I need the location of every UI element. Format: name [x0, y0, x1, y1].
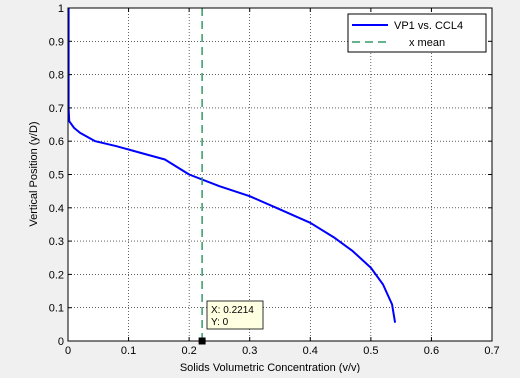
- y-tick-label: 0.8: [49, 70, 64, 82]
- y-tick-labels: 0 0.1 0.2 0.3 0.4 0.5 0.6 0.7 0.8 0.9 1: [49, 3, 64, 348]
- datatip-x-text: X: 0.2214: [211, 305, 254, 316]
- x-tick-label: 0.5: [363, 345, 378, 357]
- y-tick-label: 0.7: [49, 103, 64, 115]
- x-tick-label: 0.3: [242, 345, 257, 357]
- y-axis-label: Vertical Position (y/D): [28, 121, 40, 226]
- legend-label-vp1: VP1 vs. CCL4: [394, 20, 463, 32]
- y-tick-label: 0.9: [49, 36, 64, 48]
- x-tick-label: 0: [65, 345, 71, 357]
- x-tick-label: 0.4: [303, 345, 318, 357]
- y-tick-label: 0: [58, 336, 64, 348]
- datatip[interactable]: X: 0.2214 Y: 0: [198, 300, 264, 345]
- datatip-marker[interactable]: [198, 337, 206, 345]
- x-tick-label: 0.1: [121, 345, 136, 357]
- series-line-vp1: [67, 8, 397, 323]
- y-tick-label: 0.5: [49, 170, 64, 182]
- legend-label-x-mean: x mean: [409, 37, 445, 49]
- series-layer: [67, 8, 397, 341]
- y-tick-label: 0.6: [49, 136, 64, 148]
- datatip-y-text: Y: 0: [211, 317, 229, 328]
- y-tick-label: 0.4: [49, 203, 64, 215]
- y-tick-label: 0.3: [49, 236, 64, 248]
- x-tick-label: 0.2: [181, 345, 196, 357]
- x-tick-labels: 0 0.1 0.2 0.3 0.4 0.5 0.6 0.7: [65, 345, 500, 357]
- x-tick-label: 0.6: [424, 345, 439, 357]
- legend: VP1 vs. CCL4 x mean: [347, 13, 487, 53]
- legend-box: [347, 13, 487, 53]
- y-tick-label: 1: [58, 3, 64, 15]
- x-tick-label: 0.7: [484, 345, 499, 357]
- tick-marks: [67, 7, 493, 342]
- y-tick-label: 0.1: [49, 303, 64, 315]
- x-axis-label: Solids Volumetric Concentration (v/v): [180, 362, 360, 373]
- plot-area: [68, 8, 492, 341]
- datatip-box: [206, 300, 264, 330]
- y-tick-label: 0.2: [49, 269, 64, 281]
